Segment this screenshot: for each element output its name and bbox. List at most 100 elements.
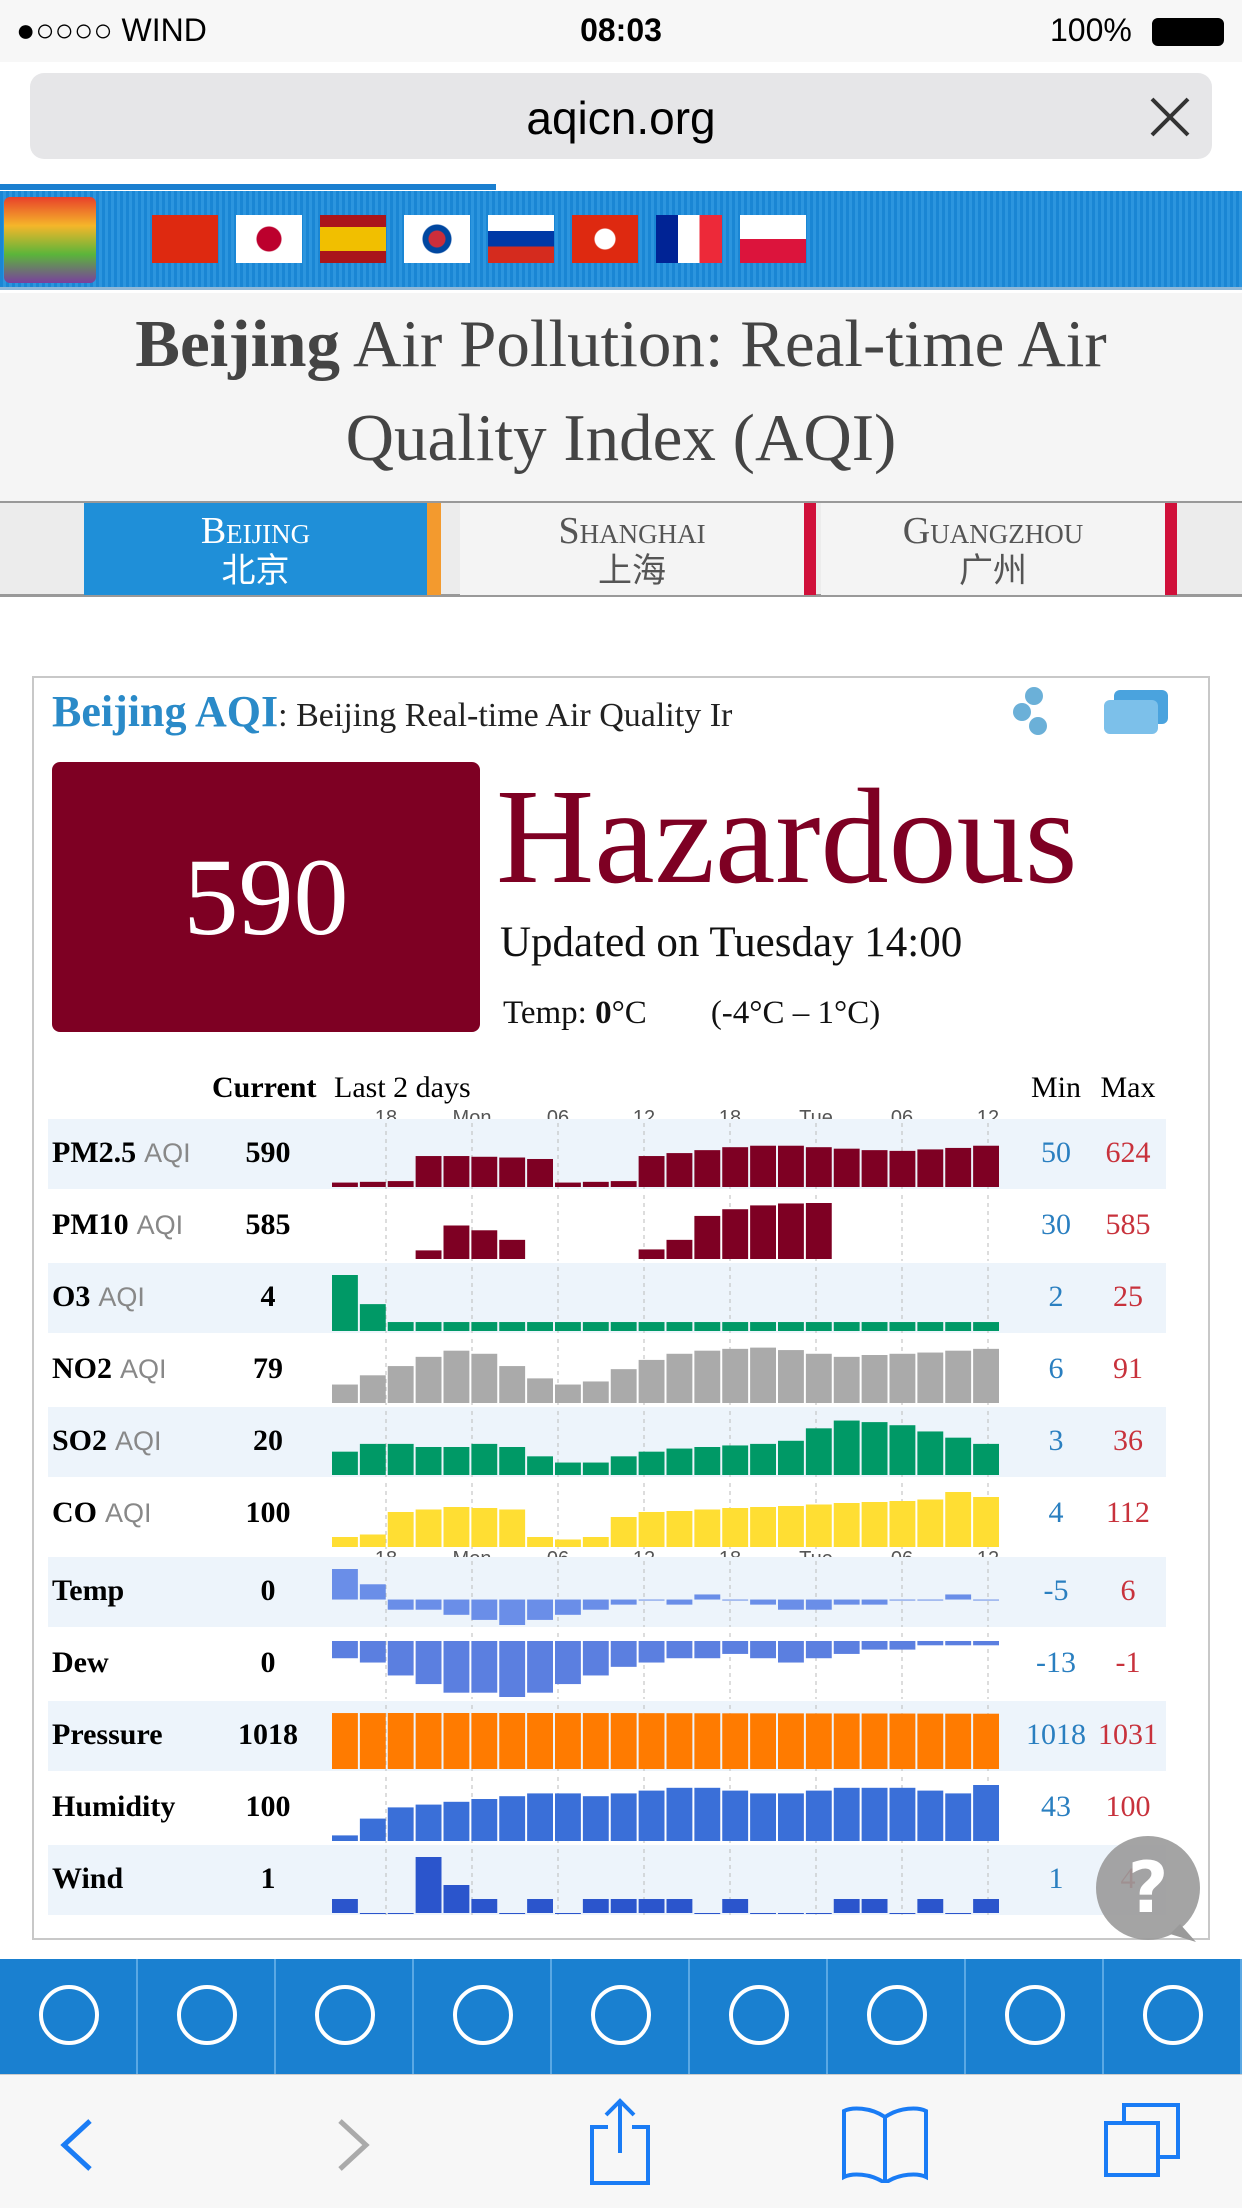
tabs-button[interactable] — [1100, 2099, 1184, 2183]
history-bar — [805, 1641, 832, 1659]
history-bar — [582, 1599, 609, 1610]
history-bar — [889, 1322, 916, 1331]
history-bar — [471, 1641, 498, 1693]
history-bar — [833, 1503, 860, 1547]
history-bar — [555, 1793, 581, 1841]
history-bar — [443, 1641, 470, 1693]
history-bar — [973, 1599, 999, 1601]
unit: AQI — [137, 1210, 184, 1240]
min-value: 6 — [1049, 1352, 1064, 1385]
history-bar — [917, 1499, 944, 1547]
back-button[interactable] — [50, 2115, 110, 2175]
history-bar — [750, 1205, 776, 1259]
history-bar — [610, 1641, 637, 1667]
city-tab[interactable]: Beijing 北京 — [84, 503, 441, 595]
help-button[interactable]: ? — [1090, 1834, 1206, 1950]
history-bar — [332, 1384, 358, 1403]
toolbar-button[interactable] — [1104, 1959, 1242, 2074]
card-icons[interactable] — [1004, 682, 1184, 742]
history-bar — [582, 1713, 609, 1769]
temp-line: Temp: 0°C (-4°C – 1°C) — [503, 995, 880, 1032]
history-bar — [527, 1378, 553, 1403]
history-bar — [582, 1796, 609, 1841]
history-bar — [973, 1713, 999, 1769]
toolbar-icon — [1143, 1985, 1203, 2045]
history-bar — [889, 1353, 916, 1403]
close-icon[interactable] — [1148, 95, 1192, 139]
column-header: Max — [1101, 1071, 1156, 1104]
flag[interactable] — [152, 215, 218, 263]
history-bar — [332, 1537, 358, 1547]
min-value: 1018 — [1026, 1718, 1086, 1751]
flag[interactable] — [236, 215, 302, 263]
history-bar — [638, 1156, 665, 1187]
toolbar-button[interactable] — [828, 1959, 966, 2074]
min-value: 2 — [1049, 1280, 1064, 1313]
heading-text: : Beijing Real-time Air Quality Ir — [278, 697, 733, 734]
history-bar — [443, 1801, 470, 1841]
toolbar-button[interactable] — [0, 1959, 138, 2074]
history-bar — [415, 1356, 442, 1403]
row-name: Temp — [52, 1574, 124, 1607]
history-bar — [666, 1353, 693, 1403]
history-bar — [750, 1599, 776, 1605]
history-bar — [973, 1497, 999, 1547]
history-bar — [415, 1599, 442, 1610]
url: aqicn.org — [526, 92, 716, 144]
current-value: 4 — [261, 1280, 276, 1313]
metric: Dew — [52, 1646, 109, 1679]
history-bar — [499, 1913, 526, 1914]
logo[interactable] — [4, 197, 96, 283]
share-button[interactable] — [580, 2097, 660, 2187]
forward-button[interactable] — [320, 2115, 380, 2175]
toolbar-button[interactable] — [552, 1959, 690, 2074]
toolbar-button[interactable] — [966, 1959, 1104, 2074]
flag[interactable] — [404, 215, 470, 263]
toolbar-button[interactable] — [138, 1959, 276, 2074]
history-bar — [861, 1713, 888, 1769]
history-bar — [889, 1641, 916, 1650]
min-value: -13 — [1036, 1646, 1076, 1679]
history-bar — [750, 1443, 776, 1475]
min-value: 3 — [1049, 1424, 1064, 1457]
history-bar — [889, 1425, 916, 1475]
history-bar — [415, 1509, 442, 1547]
toolbar-button[interactable] — [690, 1959, 828, 2074]
toolbar-icon — [39, 1985, 99, 2045]
toolbar-button[interactable] — [414, 1959, 552, 2074]
history-bar — [973, 1641, 999, 1646]
history-bar — [443, 1156, 470, 1187]
address-bar[interactable]: aqicn.org — [30, 73, 1212, 159]
city-tab[interactable]: Guangzhou 广州 — [821, 503, 1177, 595]
toolbar-button[interactable] — [276, 1959, 414, 2074]
history-bar — [973, 1322, 999, 1331]
history-bar — [694, 1447, 721, 1475]
history-bar — [359, 1375, 386, 1403]
aqi-level: Hazardous — [496, 762, 1078, 912]
flag[interactable] — [488, 215, 554, 263]
history-bar — [833, 1713, 860, 1769]
city-tab[interactable]: Shanghai 上海 — [460, 503, 816, 595]
history-bar — [833, 1899, 860, 1913]
history-bar — [694, 1913, 721, 1914]
battery-icon — [1152, 18, 1224, 46]
history-bar — [917, 1322, 944, 1331]
flag[interactable] — [320, 215, 386, 263]
browser-toolbar — [0, 2074, 1242, 2208]
history-bar — [778, 1203, 804, 1259]
bookmarks-button[interactable] — [840, 2103, 930, 2183]
history-bar — [973, 1785, 999, 1841]
history-bar — [833, 1599, 860, 1605]
flag[interactable] — [740, 215, 806, 263]
row-name: Pressure — [52, 1718, 163, 1751]
toolbar-icon — [315, 1985, 375, 2045]
row-name: NO2 AQI — [52, 1352, 167, 1385]
flag[interactable] — [572, 215, 638, 263]
history-bar — [527, 1322, 553, 1331]
max-value: 1031 — [1098, 1718, 1158, 1751]
history-bar — [443, 1507, 470, 1547]
flag[interactable] — [656, 215, 722, 263]
history-bar — [527, 1158, 553, 1187]
history-bar — [443, 1599, 470, 1615]
